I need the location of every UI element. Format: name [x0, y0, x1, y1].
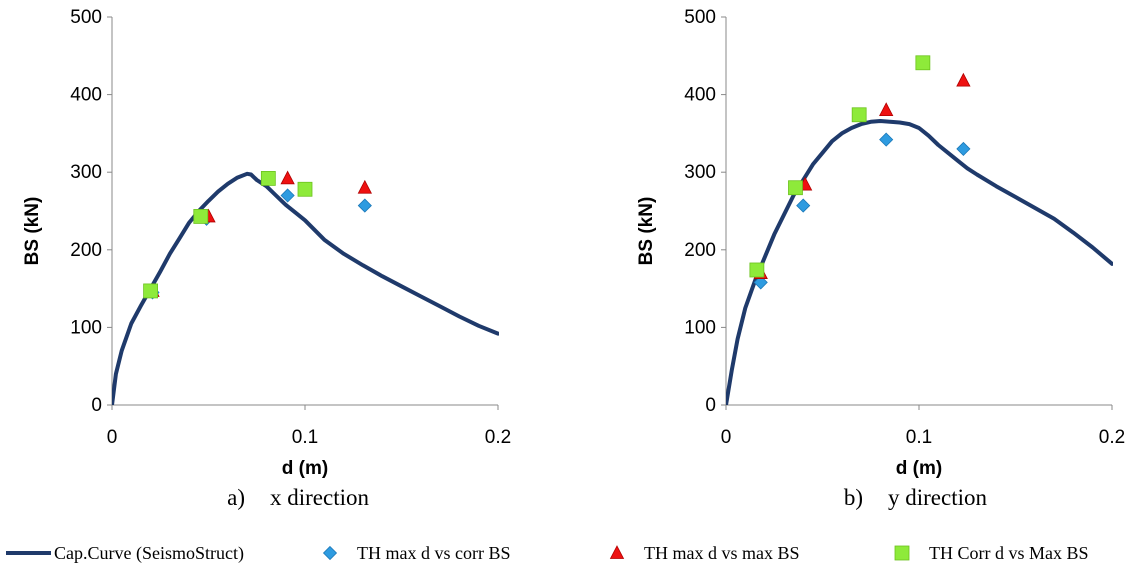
- diamond-marker: [753, 275, 768, 290]
- capacity-curve-line: [726, 119, 1113, 405]
- x-axis-title: d (m): [896, 458, 942, 479]
- x-tick-label: 0.1: [906, 427, 932, 448]
- panel-y-direction: 0 100 200 300 400 500 0 0.1 0.2 d (m) BS (kN) b) y d…: [636, 7, 1125, 510]
- legend-label: TH Corr d vs Max BS: [929, 543, 1089, 563]
- diamond-marker: [879, 132, 894, 147]
- y-axis-title: BS (kN): [636, 197, 657, 266]
- y-tick-label: 100: [70, 317, 102, 338]
- y-tick-label: 200: [70, 240, 102, 261]
- square-marker: [788, 180, 803, 196]
- y-tick-label: 500: [70, 7, 102, 28]
- x-tick-label: 0: [107, 427, 118, 448]
- y-tick-label: 0: [91, 395, 102, 416]
- square-marker: [915, 55, 931, 71]
- legend-square-swatch: [894, 545, 910, 561]
- y-tick-label: 400: [684, 85, 716, 106]
- capacity-curve-line: [112, 171, 499, 405]
- legend-diamond-swatch: [322, 545, 338, 561]
- triangle-marker: [280, 170, 295, 185]
- square-marker: [297, 181, 313, 197]
- caption-text: y direction: [888, 485, 987, 510]
- legend-label: Cap.Curve (SeismoStruct): [54, 543, 244, 564]
- x-tick-label: 0.2: [1099, 427, 1125, 448]
- diamond-marker: [280, 188, 295, 203]
- y-tick-label: 0: [705, 395, 716, 416]
- x-tick-label: 0.2: [485, 427, 511, 448]
- y-tick-label: 300: [70, 162, 102, 183]
- panel-x-direction: 0 100 200 300 400 500 0 0.1 0.2 d (m) BS (kN) a) x d…: [22, 7, 511, 510]
- x-axis-title: d (m): [282, 458, 328, 479]
- x-tick-label: 0: [721, 427, 732, 448]
- legend-triangle-swatch: [609, 545, 625, 559]
- diamond-marker: [796, 198, 811, 213]
- diamond-marker: [357, 198, 372, 213]
- legend: Cap.Curve (SeismoStruct) TH max d vs corr…: [6, 543, 1089, 564]
- square-marker: [260, 171, 276, 186]
- y-tick-label: 100: [684, 317, 716, 338]
- y-axis-title: BS (kN): [22, 197, 43, 266]
- y-tick-label: 500: [684, 7, 716, 28]
- square-marker: [193, 209, 209, 224]
- caption-text: x direction: [270, 485, 369, 510]
- square-marker: [749, 262, 765, 278]
- triangle-marker: [879, 102, 894, 117]
- square-marker: [851, 107, 867, 123]
- y-tick-label: 300: [684, 162, 716, 183]
- y-tick-label: 400: [70, 85, 102, 106]
- y-tick-label: 200: [684, 240, 716, 261]
- caption-letter: a): [227, 485, 245, 510]
- legend-label: TH max d vs corr BS: [357, 543, 510, 563]
- triangle-marker: [956, 72, 971, 87]
- x-tick-label: 0.1: [292, 427, 318, 448]
- caption-letter: b): [844, 485, 863, 510]
- triangle-marker: [357, 179, 372, 194]
- square-marker: [143, 283, 159, 299]
- legend-label: TH max d vs max BS: [644, 543, 800, 563]
- diamond-marker: [956, 141, 971, 156]
